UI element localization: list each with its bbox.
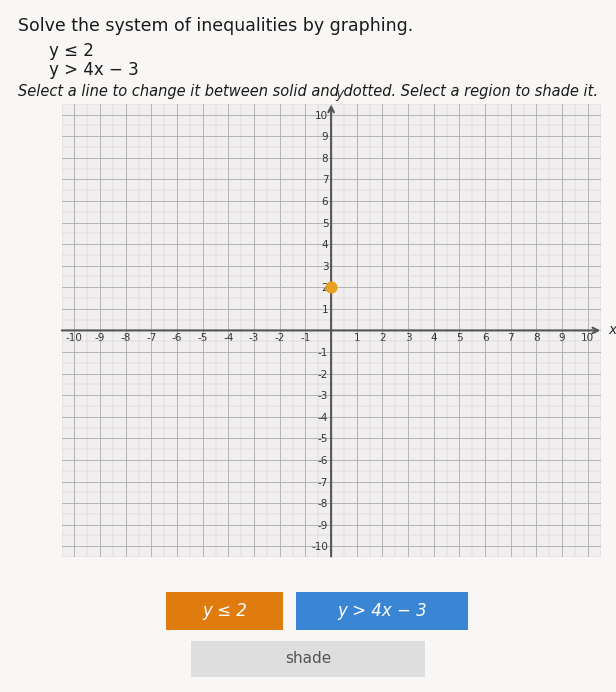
Text: shade: shade — [285, 651, 331, 666]
Text: y > 4x − 3: y > 4x − 3 — [49, 61, 139, 79]
Point — [326, 282, 336, 293]
Text: y > 4x − 3: y > 4x − 3 — [337, 601, 427, 620]
Text: y: y — [335, 86, 343, 100]
Text: x: x — [609, 323, 616, 338]
Text: y ≤ 2: y ≤ 2 — [203, 601, 247, 620]
Text: Select a line to change it between solid and dotted. Select a region to shade it: Select a line to change it between solid… — [18, 84, 599, 100]
Text: y ≤ 2: y ≤ 2 — [49, 42, 94, 60]
Text: Solve the system of inequalities by graphing.: Solve the system of inequalities by grap… — [18, 17, 414, 35]
